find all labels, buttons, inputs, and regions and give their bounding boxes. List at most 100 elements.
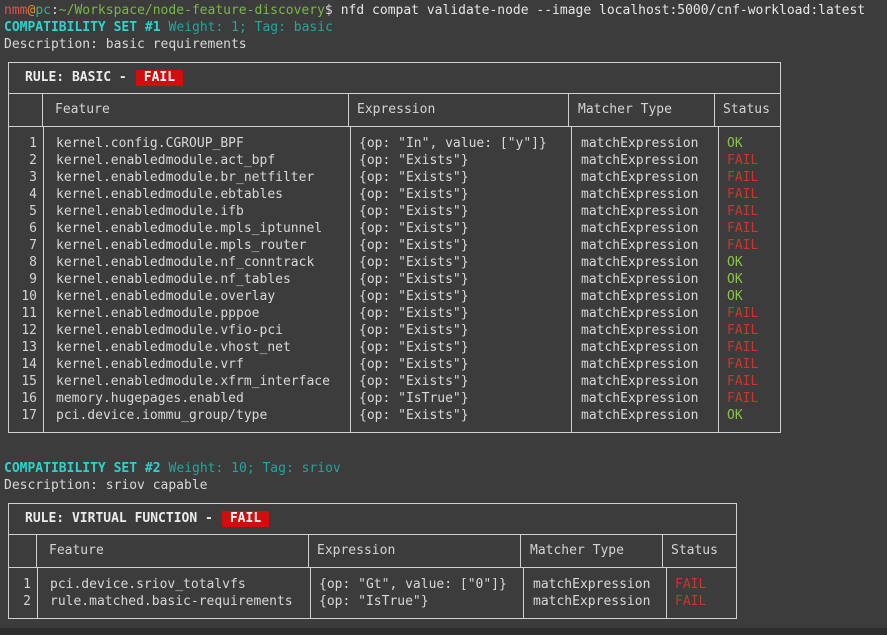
expression-value: {op: "Exists"} bbox=[359, 170, 469, 185]
feature-value: pci.device.sriov_totalvfs bbox=[50, 577, 246, 592]
matcher-type-value: matchExpression bbox=[533, 577, 651, 592]
status-value: FAIL bbox=[727, 391, 759, 406]
row-index: 6 bbox=[29, 221, 37, 236]
column-header-matcher-type: Matcher Type bbox=[521, 535, 663, 567]
feature-value: memory.hugepages.enabled bbox=[56, 391, 244, 406]
matcher-type-value: matchExpression bbox=[581, 153, 699, 168]
column-header-status: Status bbox=[671, 543, 718, 558]
row-index: 1 bbox=[23, 577, 31, 592]
expression-value: {op: "Exists"} bbox=[359, 204, 469, 219]
rule-status-badge: FAIL bbox=[135, 70, 184, 86]
feature-value: kernel.enabledmodule.vhost_net bbox=[56, 340, 291, 355]
feature-value: kernel.enabledmodule.nf_conntrack bbox=[56, 255, 315, 270]
prompt-symbol: $ bbox=[324, 3, 333, 18]
feature-value: kernel.enabledmodule.mpls_router bbox=[56, 238, 307, 253]
status-value: FAIL bbox=[727, 221, 759, 236]
feature-value: kernel.enabledmodule.overlay bbox=[56, 289, 276, 304]
column-header-feature: Feature bbox=[37, 535, 309, 567]
row-index: 1 bbox=[29, 136, 37, 151]
matcher-type-value: matchExpression bbox=[581, 391, 699, 406]
feature-value: kernel.enabledmodule.xfrm_interface bbox=[56, 374, 330, 389]
status-value: FAIL bbox=[727, 204, 759, 219]
matcher-type-value: matchExpression bbox=[581, 306, 699, 321]
expression-column: {op: "Gt", value: ["0"]} {op: "IsTrue"} bbox=[311, 568, 524, 618]
table-body: 1 2 pci.device.sriov_totalvfs rule.matched.… bbox=[9, 568, 736, 618]
set-title: COMPATIBILITY SET #1 bbox=[4, 20, 161, 35]
row-index: 4 bbox=[29, 187, 37, 202]
rule-table-virtual-function: RULE: VIRTUAL FUNCTION - FAIL Feature Expr… bbox=[8, 503, 737, 619]
expression-value: {op: "Exists"} bbox=[359, 272, 469, 287]
prompt-user: nmm bbox=[4, 3, 28, 18]
expression-value: {op: "Exists"} bbox=[359, 408, 469, 423]
row-index: 2 bbox=[29, 153, 37, 168]
status-value: FAIL bbox=[727, 187, 759, 202]
column-header-index bbox=[9, 535, 37, 567]
expression-value: {op: "Exists"} bbox=[359, 289, 469, 304]
set-title: COMPATIBILITY SET #2 bbox=[4, 461, 161, 476]
matcher-type-value: matchExpression bbox=[581, 238, 699, 253]
column-header-feature: Feature bbox=[43, 94, 349, 126]
table-header-row: Feature Expression Matcher Type Status bbox=[9, 94, 780, 127]
rule-header: RULE: VIRTUAL FUNCTION - FAIL bbox=[9, 504, 736, 535]
row-index: 7 bbox=[29, 238, 37, 253]
status-value: OK bbox=[727, 136, 743, 151]
feature-value: kernel.enabledmodule.ifb bbox=[56, 204, 244, 219]
expression-value: {op: "Exists"} bbox=[359, 238, 469, 253]
feature-value: kernel.enabledmodule.pppoe bbox=[56, 306, 260, 321]
row-index: 13 bbox=[21, 340, 37, 355]
prompt-separator: : bbox=[50, 3, 59, 18]
status-value: FAIL bbox=[727, 357, 759, 372]
column-header-expression: Expression bbox=[349, 94, 569, 126]
expression-column: {op: "In", value: ["y"]} {op: "Exists"} {o… bbox=[351, 127, 572, 432]
rule-status-badge: FAIL bbox=[221, 511, 270, 527]
feature-value: kernel.enabledmodule.br_netfilter bbox=[56, 170, 315, 185]
prompt-at-sign: @ bbox=[27, 3, 36, 18]
rule-header: RULE: BASIC - FAIL bbox=[9, 63, 780, 94]
shell-prompt-line: nmm@pc:~/Workspace/node-feature-discover… bbox=[4, 2, 865, 19]
prompt-host: pc bbox=[35, 3, 51, 18]
rule-label: RULE: BASIC - bbox=[25, 70, 127, 85]
column-header-index bbox=[9, 94, 43, 126]
row-index: 5 bbox=[29, 204, 37, 219]
status-column: FAIL FAIL bbox=[667, 568, 736, 618]
status-value: FAIL bbox=[727, 374, 759, 389]
prompt-path: ~/Workspace/node-feature-discovery bbox=[58, 3, 325, 18]
table-header-row: Feature Expression Matcher Type Status bbox=[9, 535, 736, 568]
expression-value: {op: "Exists"} bbox=[359, 340, 469, 355]
status-value: FAIL bbox=[727, 306, 759, 321]
feature-column: pci.device.sriov_totalvfs rule.matched.ba… bbox=[38, 568, 311, 618]
row-index: 15 bbox=[21, 374, 37, 389]
expression-value: {op: "IsTrue"} bbox=[319, 594, 429, 609]
table-body: 1 2 3 4 5 6 7 8 9 10 11 12 13 14 15 16 17 kernel.config.C… bbox=[9, 127, 780, 432]
status-value: OK bbox=[727, 289, 743, 304]
status-value: FAIL bbox=[727, 238, 759, 253]
set-description: Description: basic requirements bbox=[4, 37, 247, 52]
feature-value: kernel.enabledmodule.nf_tables bbox=[56, 272, 291, 287]
status-value: FAIL bbox=[675, 594, 707, 609]
feature-value: kernel.enabledmodule.ebtables bbox=[56, 187, 283, 202]
column-header-status: Status bbox=[723, 102, 770, 117]
expression-value: {op: "Exists"} bbox=[359, 221, 469, 236]
row-index: 12 bbox=[21, 323, 37, 338]
expression-value: {op: "Exists"} bbox=[359, 357, 469, 372]
compat-set-2-heading: COMPATIBILITY SET #2 Weight: 10; Tag: sri… bbox=[4, 460, 341, 477]
set-meta: Weight: 10; Tag: sriov bbox=[168, 461, 341, 476]
expression-value: {op: "Exists"} bbox=[359, 374, 469, 389]
expression-value: {op: "Exists"} bbox=[359, 255, 469, 270]
status-value: FAIL bbox=[727, 340, 759, 355]
feature-column: kernel.config.CGROUP_BPF kernel.enabledmo… bbox=[44, 127, 351, 432]
expression-value: {op: "Gt", value: ["0"]} bbox=[319, 577, 507, 592]
status-value: FAIL bbox=[727, 153, 759, 168]
window-bottom-edge bbox=[0, 628, 887, 635]
row-index: 14 bbox=[21, 357, 37, 372]
status-value: OK bbox=[727, 272, 743, 287]
row-index: 16 bbox=[21, 391, 37, 406]
expression-value: {op: "In", value: ["y"]} bbox=[359, 136, 547, 151]
feature-value: rule.matched.basic-requirements bbox=[50, 594, 293, 609]
expression-value: {op: "Exists"} bbox=[359, 323, 469, 338]
feature-value: kernel.enabledmodule.act_bpf bbox=[56, 153, 276, 168]
matcher-type-value: matchExpression bbox=[581, 221, 699, 236]
status-value: OK bbox=[727, 255, 743, 270]
matcher-type-value: matchExpression bbox=[581, 204, 699, 219]
